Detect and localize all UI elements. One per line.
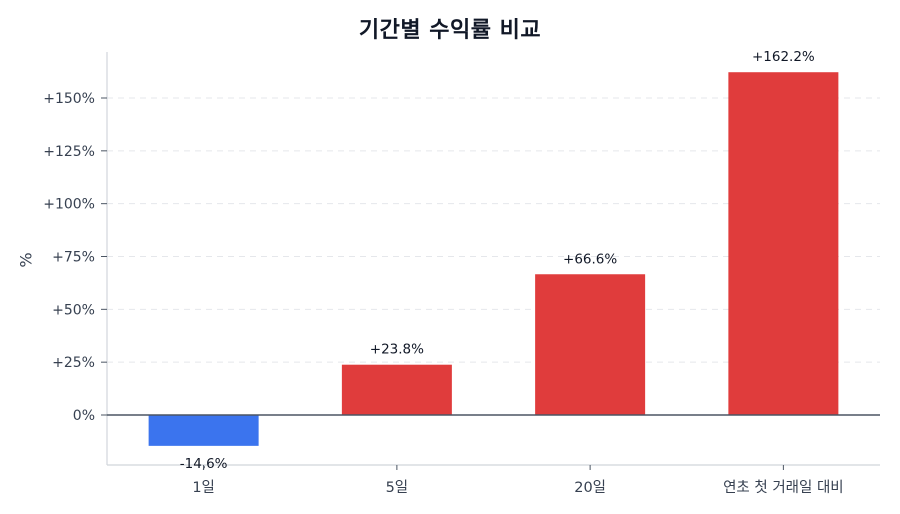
y-tick-label: +125% bbox=[43, 144, 95, 160]
x-tick-label: 연초 첫 거래일 대비 bbox=[723, 479, 844, 496]
y-tick-label: +50% bbox=[52, 302, 95, 318]
gridlines bbox=[107, 97, 880, 363]
bars bbox=[107, 72, 880, 446]
y-tick-label: +150% bbox=[43, 91, 95, 107]
x-tick-label: 1일 bbox=[192, 479, 215, 496]
y-tick-label: +100% bbox=[43, 197, 95, 213]
bar bbox=[148, 415, 259, 446]
bar bbox=[341, 364, 452, 415]
y-tick-label: 0% bbox=[73, 408, 95, 424]
x-tick-label: 5일 bbox=[386, 479, 409, 496]
bar-value-label: +162.2% bbox=[752, 49, 815, 65]
x-tick-label: 20일 bbox=[574, 479, 606, 496]
bar-value-label: +66.6% bbox=[563, 251, 617, 267]
chart-title: 기간별 수익률 비교 bbox=[358, 18, 542, 43]
axes bbox=[106, 52, 880, 466]
y-tick-label: +75% bbox=[52, 250, 95, 266]
bar-value-labels: -14,6% +23.8% +66.6% +162.2% bbox=[180, 49, 815, 472]
y-tick-label: +25% bbox=[52, 355, 95, 371]
bar bbox=[535, 274, 646, 415]
bar-value-label: +23.8% bbox=[370, 342, 424, 358]
x-axis-ticks: 1일 5일 20일 연초 첫 거래일 대비 bbox=[192, 465, 844, 496]
bar-value-label: -14,6% bbox=[180, 456, 228, 472]
bar bbox=[728, 72, 839, 415]
y-axis-ticks: 0% +25% +50% +75% +100% +125% +150% bbox=[43, 91, 107, 424]
